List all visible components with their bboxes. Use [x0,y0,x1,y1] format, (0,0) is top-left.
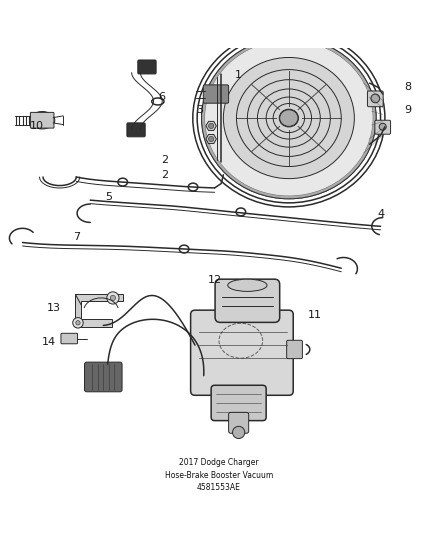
FancyBboxPatch shape [127,123,145,137]
Ellipse shape [223,58,354,179]
Polygon shape [75,294,81,319]
FancyBboxPatch shape [85,362,122,392]
FancyBboxPatch shape [287,340,302,359]
FancyBboxPatch shape [215,279,280,322]
Polygon shape [75,294,123,305]
FancyBboxPatch shape [61,333,78,344]
Text: 2: 2 [161,170,168,180]
Circle shape [208,123,214,128]
Circle shape [107,292,119,304]
Ellipse shape [29,111,55,129]
Text: 12: 12 [208,276,222,286]
Text: 14: 14 [42,337,56,346]
Text: 8: 8 [404,83,411,93]
Circle shape [110,295,116,301]
FancyBboxPatch shape [138,60,156,74]
FancyBboxPatch shape [211,385,266,421]
Circle shape [379,123,386,130]
Polygon shape [206,122,216,131]
Circle shape [208,136,214,142]
Text: 5: 5 [106,192,113,201]
Text: 10: 10 [29,121,43,131]
Circle shape [233,426,245,439]
Text: 6: 6 [159,92,166,102]
FancyBboxPatch shape [30,112,54,128]
Circle shape [371,94,380,103]
Circle shape [73,318,83,328]
Polygon shape [75,319,112,327]
Polygon shape [206,134,216,143]
Ellipse shape [201,37,376,199]
Text: 1: 1 [235,70,242,80]
FancyBboxPatch shape [191,310,293,395]
FancyBboxPatch shape [229,413,249,433]
Ellipse shape [205,41,373,196]
Circle shape [76,321,80,325]
Text: 13: 13 [47,303,61,313]
Text: 2: 2 [161,155,168,165]
Text: 2017 Dodge Charger
Hose-Brake Booster Vacuum
4581553AE: 2017 Dodge Charger Hose-Brake Booster Va… [165,458,273,492]
FancyBboxPatch shape [203,85,229,103]
Text: 9: 9 [404,105,411,115]
Text: 7: 7 [74,232,81,242]
FancyBboxPatch shape [367,91,383,107]
Text: 4: 4 [377,209,384,219]
Text: 11: 11 [308,310,322,319]
Ellipse shape [228,279,267,292]
Ellipse shape [280,110,298,126]
FancyBboxPatch shape [375,120,391,134]
Text: 3: 3 [196,105,203,115]
